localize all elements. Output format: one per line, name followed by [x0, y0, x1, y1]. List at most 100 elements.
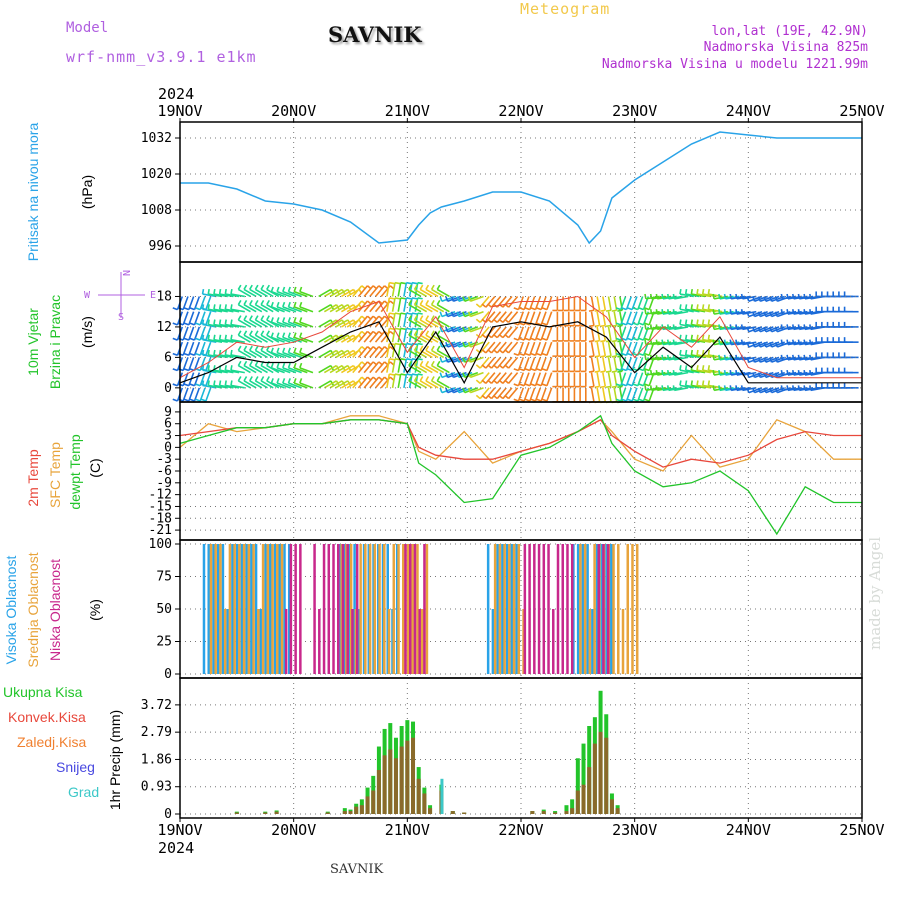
cloud-bar — [406, 544, 410, 674]
wind-barb — [329, 334, 343, 343]
wind-barb — [276, 290, 291, 298]
cloud-bar — [493, 544, 497, 674]
wind-barb — [323, 288, 337, 298]
wind-barb — [341, 334, 354, 343]
precip-snow-bar — [609, 799, 614, 814]
precip-snow-bar — [234, 812, 239, 814]
wind-barb-flag — [389, 373, 395, 376]
wind-barb — [386, 312, 391, 328]
wind-barb-flag — [498, 349, 504, 354]
wind-barb-flag — [445, 372, 449, 378]
cloud-bar — [397, 544, 400, 674]
wind-barb — [540, 311, 547, 326]
precip-snow-bar — [348, 811, 353, 814]
wind-barb — [208, 308, 223, 313]
wind-barb-flag — [498, 379, 504, 384]
x-tick-top-label: 19NOV — [157, 102, 202, 120]
wind-barb-flag — [394, 327, 401, 331]
wind-barb — [742, 387, 757, 392]
wind-barb — [546, 372, 553, 387]
wind-barb-flag — [504, 318, 510, 324]
wind-barb-flag — [541, 307, 548, 311]
wind-barb — [496, 356, 507, 369]
wind-barb-flag — [803, 324, 806, 330]
cloud-bar — [635, 544, 639, 674]
wind-barb-flag — [615, 322, 622, 326]
wind-barb — [502, 372, 513, 384]
precip-snow-bar — [530, 811, 535, 814]
wind-barb — [696, 369, 711, 374]
wind-barb-flag — [786, 369, 789, 376]
cloud-bar — [537, 544, 541, 674]
cloud-bar — [254, 544, 258, 674]
cloud-bar — [408, 544, 412, 674]
wind-barb-flag — [791, 324, 795, 330]
precip-unit-label: 1hr Precip (mm) — [107, 710, 123, 810]
wind-barb — [249, 303, 263, 313]
wind-barb-flag — [672, 354, 676, 360]
wind-barb — [502, 356, 513, 369]
precip-ytick-label: 3.72 — [141, 698, 172, 713]
wind-barb — [458, 310, 473, 318]
wind-barb-flag — [400, 358, 406, 361]
wind-barb-flag — [661, 369, 664, 376]
wind-barb — [436, 334, 450, 343]
wind-barb-flag — [679, 380, 682, 386]
wind-barb — [403, 282, 408, 297]
wind-barb — [182, 357, 189, 371]
wind-barb-flag — [201, 304, 205, 310]
wind-barb-flag — [644, 309, 647, 315]
wind-barb — [602, 326, 607, 341]
wind-barb — [271, 336, 285, 343]
cloud-bar — [353, 544, 356, 674]
wind-barb-flag — [627, 398, 633, 402]
wind-barb — [202, 293, 217, 298]
wind-barb — [352, 285, 363, 297]
wind-barb — [288, 321, 302, 328]
wind-barb-flag — [672, 324, 676, 330]
wind-barb-flag — [462, 372, 466, 378]
wind-barb — [369, 330, 380, 343]
wind-barb — [685, 354, 700, 359]
wind-barb — [408, 380, 422, 389]
wind-barb-flag — [707, 334, 711, 340]
wind-barb — [441, 295, 456, 303]
cloud-bar — [273, 544, 277, 674]
wind-barb — [637, 296, 644, 310]
wind-barb-flag — [679, 304, 682, 310]
wind-barb-flag — [207, 334, 210, 340]
wind-barb — [496, 372, 507, 384]
wind-barb — [620, 296, 627, 310]
wind-barb-flag — [389, 312, 395, 315]
wind-barb — [596, 372, 601, 387]
wind-barb — [193, 341, 201, 356]
precip-snow-bar — [411, 737, 416, 814]
wind-barb — [742, 326, 757, 331]
wind-barb-flag — [655, 324, 659, 330]
wind-barb — [188, 311, 195, 326]
wind-barb — [230, 338, 245, 343]
wind-barb — [596, 296, 601, 311]
wind-barb-flag — [696, 349, 699, 356]
wind-barb — [408, 319, 422, 328]
wind-barb — [391, 282, 396, 297]
wind-barb-flag — [621, 383, 627, 387]
wind-barb-flag — [189, 322, 195, 326]
wind-barb-flag — [718, 339, 721, 345]
wind-barb-flag — [189, 398, 195, 402]
wind-barb — [414, 288, 428, 298]
cloud-bar — [242, 544, 246, 674]
cloud-bar — [588, 609, 592, 674]
wind-barb-flag — [684, 319, 688, 325]
wind-barb-flag — [270, 347, 274, 353]
wind-barb — [271, 321, 285, 328]
wind-barb-flag — [786, 309, 789, 315]
wind-barb — [329, 319, 343, 328]
wind-barb — [254, 303, 268, 313]
wind-barb — [386, 282, 391, 297]
wind-barb-flag — [729, 309, 732, 315]
wind-barb — [219, 369, 234, 374]
wind-barb-flag — [411, 297, 418, 300]
wind-barb-flag — [679, 365, 682, 371]
wind-barb-flag — [172, 352, 178, 357]
